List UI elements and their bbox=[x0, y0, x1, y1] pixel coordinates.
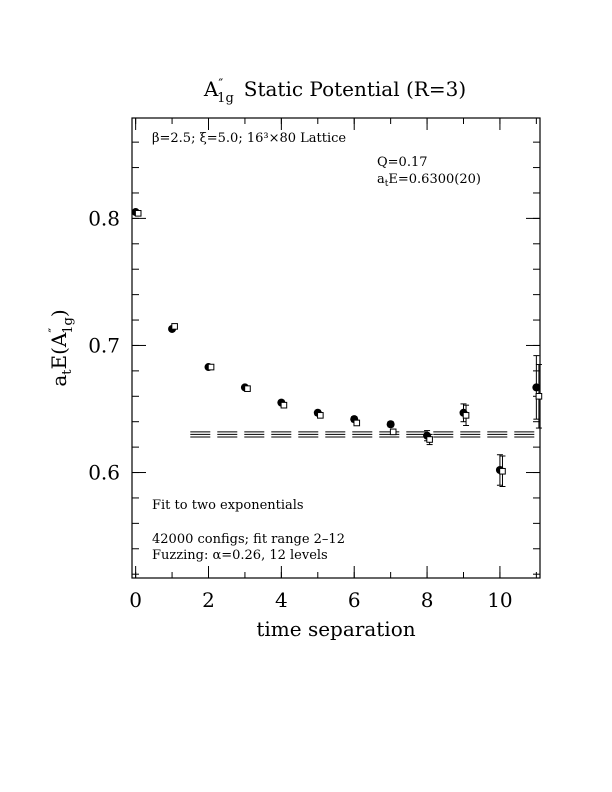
y-axis-label: atE(A″1g) bbox=[47, 309, 76, 386]
energy-sub: t bbox=[385, 179, 389, 189]
y-tick-label: 0.6 bbox=[88, 461, 120, 485]
lattice-annotation: β=2.5; ξ=5.0; 16³×80 Lattice bbox=[152, 131, 346, 146]
data-point-square bbox=[171, 323, 178, 330]
data-point-circle bbox=[386, 420, 395, 429]
x-tick-label: 6 bbox=[348, 588, 361, 612]
fit-method-annotation: Fit to two exponentials bbox=[152, 498, 304, 513]
data-point-square bbox=[134, 210, 142, 217]
data-point-square bbox=[499, 467, 506, 475]
y-label-sup: ″ bbox=[47, 328, 62, 333]
data-point-square bbox=[280, 401, 288, 409]
data-point-square bbox=[317, 412, 324, 419]
data-point-square bbox=[207, 363, 215, 371]
energy-annotation: atE=0.6300(20) bbox=[377, 172, 481, 189]
data-point-circle bbox=[532, 383, 541, 392]
y-label-mid: E(A bbox=[47, 332, 71, 369]
q-value-annotation: Q=0.17 bbox=[377, 155, 428, 170]
data-point-square bbox=[389, 428, 397, 436]
y-label-prefix: a bbox=[47, 375, 71, 387]
data-point-square bbox=[426, 436, 433, 443]
energy-rest: E=0.6300(20) bbox=[388, 172, 481, 187]
configs-annotation: 42000 configs; fit range 2–12 bbox=[152, 532, 345, 547]
tick-labels: 0 2 4 6 8 10 0.6 0.7 0.8 bbox=[88, 206, 512, 612]
x-tick-label: 0 bbox=[129, 588, 142, 612]
title-rest: Static Potential (R=3) bbox=[244, 77, 466, 101]
x-axis-label: time separation bbox=[256, 617, 415, 641]
data-points bbox=[131, 208, 543, 488]
data-point-square bbox=[462, 412, 470, 419]
y-label-end: ) bbox=[47, 309, 71, 317]
y-tick-label: 0.7 bbox=[88, 333, 120, 357]
major-ticks bbox=[132, 118, 540, 578]
x-tick-label: 2 bbox=[202, 588, 215, 612]
title-main: A bbox=[203, 77, 219, 101]
title-sub: 1g bbox=[217, 91, 234, 106]
fuzzing-annotation: Fuzzing: α=0.26, 12 levels bbox=[152, 548, 328, 563]
data-point-square bbox=[535, 392, 543, 400]
x-tick-label: 10 bbox=[487, 588, 512, 612]
y-label-sub: 1g bbox=[61, 317, 76, 334]
y-tick-label: 0.8 bbox=[88, 206, 120, 230]
x-tick-label: 8 bbox=[421, 588, 434, 612]
fit-band bbox=[190, 431, 540, 438]
data-point-square bbox=[353, 419, 361, 427]
plot-frame bbox=[131, 117, 541, 579]
energy-prefix: a bbox=[377, 172, 385, 187]
title-sup: ″ bbox=[218, 77, 223, 92]
chart-title: A″ 1g Static Potential (R=3) bbox=[203, 77, 466, 106]
y-label-sub-t: t bbox=[60, 369, 75, 375]
x-tick-label: 4 bbox=[275, 588, 288, 612]
data-point-square bbox=[244, 385, 251, 392]
